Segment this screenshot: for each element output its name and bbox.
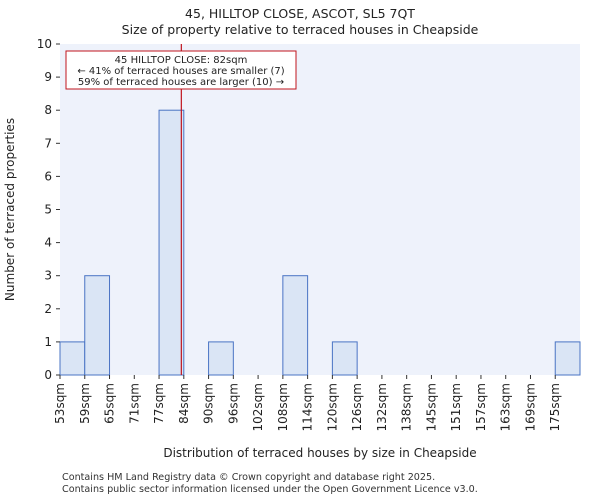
y-tick-label: 3 [44,269,52,283]
y-tick-label: 7 [44,136,52,150]
bar-108sqm [282,275,309,376]
x-tick-label: 102sqm [251,383,265,431]
annotation-line-1: 45 HILLTOP CLOSE: 82sqm [115,55,248,66]
bar-53sqm [59,341,86,376]
plot-area [60,44,580,375]
annotation-line-2: ← 41% of terraced houses are smaller (7) [77,66,284,77]
footer-licence: Contains public sector information licen… [62,484,478,495]
x-tick-label: 108sqm [276,383,290,431]
annotation-box [65,50,297,90]
chart-title: Size of property relative to terraced ho… [121,22,479,37]
chart-title-address: 45, HILLTOP CLOSE, ASCOT, SL5 7QT [185,6,415,21]
y-tick-label: 8 [44,103,52,117]
y-tick-label: 1 [44,335,52,349]
bar-175sqm [554,341,581,376]
x-tick-label: 114sqm [301,383,315,431]
x-tick-label: 126sqm [350,383,364,431]
y-tick-label: 2 [44,302,52,316]
bar-90sqm [208,341,234,376]
y-tick-label: 9 [44,70,52,84]
x-tick-label: 65sqm [103,383,117,424]
x-tick-label: 96sqm [226,383,240,424]
bar-59sqm [84,275,111,376]
annotation-line-3: 59% of terraced houses are larger (10) → [78,77,284,88]
x-axis-label: Distribution of terraced houses by size … [163,446,476,460]
x-tick-label: 138sqm [400,383,414,431]
x-tick-label: 53sqm [53,383,67,424]
y-tick-label: 4 [44,236,52,250]
y-tick-label: 10 [37,37,52,51]
x-axis-ticks: 53sqm 59sqm 65sqm 71sqm 77sqm 84sqm 90sqm 96sqm… [53,375,562,431]
x-tick-label: 132sqm [375,383,389,431]
y-tick-label: 0 [44,368,52,382]
x-tick-label: 84sqm [177,383,191,424]
x-tick-label: 163sqm [499,383,513,431]
bar-77sqm [158,109,185,376]
bar-120sqm [331,341,358,376]
footer-copyright: Contains HM Land Registry data © Crown c… [62,472,436,483]
x-tick-label: 157sqm [474,383,488,431]
y-tick-label: 6 [44,169,52,183]
y-axis-ticks: 0 1 2 3 4 5 6 7 8 9 10 [37,37,60,382]
bars-group [59,109,581,376]
x-tick-label: 59sqm [78,383,92,424]
x-tick-label: 169sqm [523,383,537,431]
y-tick-label: 5 [44,203,52,217]
x-tick-label: 71sqm [127,383,141,424]
x-tick-label: 90sqm [202,383,216,424]
x-tick-label: 151sqm [449,383,463,431]
y-axis-label: Number of terraced properties [3,118,17,301]
x-tick-label: 145sqm [424,383,438,431]
x-tick-label: 77sqm [152,383,166,424]
x-tick-label: 175sqm [548,383,562,431]
x-tick-label: 120sqm [325,383,339,431]
